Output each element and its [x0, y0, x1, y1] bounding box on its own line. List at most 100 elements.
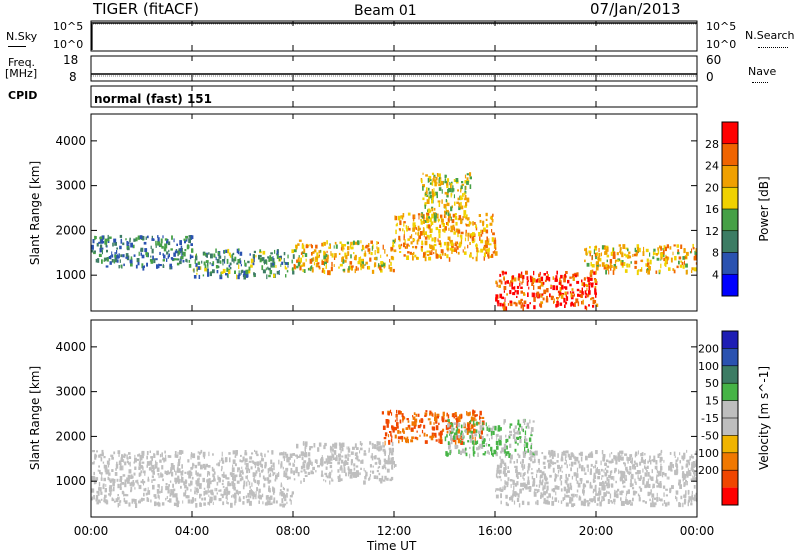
- heatmap-cell: [426, 250, 430, 253]
- heatmap-cell: [453, 432, 455, 436]
- heatmap-cell: [206, 268, 208, 273]
- heatmap-cell: [576, 467, 579, 473]
- heatmap-cell: [511, 287, 515, 290]
- heatmap-cell: [429, 413, 431, 416]
- heatmap-cell: [374, 251, 376, 255]
- heatmap-cell: [255, 491, 257, 496]
- heatmap-cell: [187, 499, 190, 504]
- heatmap-cell: [469, 254, 472, 258]
- heatmap-cell: [606, 490, 608, 494]
- heatmap-cell: [614, 467, 617, 472]
- heatmap-cell: [692, 475, 694, 479]
- heatmap-cell: [269, 479, 272, 483]
- heatmap-cell: [265, 495, 268, 500]
- heatmap-cell: [179, 240, 182, 246]
- heatmap-cell: [411, 234, 413, 239]
- heatmap-cell: [612, 254, 616, 259]
- heatmap-cell: [229, 262, 232, 266]
- heatmap-cell: [198, 451, 201, 455]
- heatmap-cell: [143, 265, 145, 268]
- heatmap-cell: [176, 243, 178, 246]
- heatmap-cell: [460, 231, 464, 235]
- heatmap-cell: [384, 432, 388, 437]
- heatmap-cell: [611, 483, 614, 488]
- heatmap-cell: [293, 478, 296, 481]
- heatmap-cell: [619, 247, 622, 251]
- heatmap-cell: [325, 458, 328, 463]
- y-tick-label: 2000: [55, 223, 86, 237]
- heatmap-cell: [470, 233, 473, 237]
- heatmap-cell: [134, 466, 137, 470]
- heatmap-cell: [424, 202, 427, 207]
- heatmap-cell: [229, 255, 232, 258]
- heatmap-cell: [503, 443, 507, 449]
- heatmap-cell: [504, 271, 507, 275]
- heatmap-cell: [527, 448, 529, 453]
- velocity-colorbar-label: Velocity [m s^-1]: [757, 366, 771, 470]
- colorbar-segment: [722, 331, 738, 349]
- heatmap-cell: [528, 286, 530, 290]
- heatmap-cell: [204, 264, 207, 269]
- freq-label: Freq.: [8, 56, 36, 69]
- heatmap-cell: [237, 250, 240, 255]
- heatmap-cell: [195, 480, 198, 485]
- heatmap-cell: [663, 257, 666, 262]
- heatmap-cell: [199, 494, 201, 499]
- heatmap-cell: [450, 225, 454, 229]
- heatmap-cell: [485, 443, 488, 447]
- heatmap-cell: [208, 451, 210, 457]
- heatmap-cell: [469, 435, 471, 439]
- x-tick-label: 20:00: [579, 524, 614, 538]
- heatmap-cell: [252, 261, 255, 266]
- heatmap-cell: [250, 466, 253, 470]
- heatmap-cell: [653, 252, 656, 255]
- heatmap-cell: [670, 257, 673, 263]
- heatmap-cell: [694, 250, 697, 255]
- heatmap-cell: [496, 300, 500, 304]
- heatmap-cell: [209, 262, 211, 265]
- heatmap-cell: [564, 273, 567, 279]
- heatmap-cell: [141, 461, 145, 464]
- heatmap-cell: [450, 440, 453, 445]
- heatmap-cell: [95, 258, 98, 263]
- heatmap-cell: [509, 443, 512, 448]
- heatmap-cell: [695, 248, 697, 253]
- heatmap-cell: [166, 258, 168, 262]
- heatmap-cell: [126, 460, 129, 464]
- heatmap-cell: [433, 213, 435, 217]
- heatmap-cell: [159, 243, 163, 248]
- heatmap-cell: [464, 246, 466, 250]
- heatmap-cell: [481, 416, 485, 419]
- heatmap-cell: [326, 461, 329, 465]
- heatmap-cell: [264, 453, 266, 458]
- heatmap-cell: [559, 475, 563, 479]
- heatmap-cell: [688, 495, 690, 500]
- heatmap-cell: [101, 247, 104, 250]
- heatmap-cell: [430, 221, 434, 225]
- heatmap-cell: [484, 240, 488, 245]
- heatmap-cell: [270, 252, 273, 255]
- heatmap-cell: [168, 489, 170, 494]
- heatmap-cell: [146, 451, 149, 456]
- heatmap-cell: [329, 480, 331, 485]
- heatmap-cell: [234, 501, 236, 506]
- heatmap-cell: [307, 471, 311, 475]
- heatmap-cell: [560, 274, 563, 279]
- heatmap-cell: [590, 261, 592, 267]
- heatmap-cell: [242, 485, 245, 490]
- heatmap-cell: [466, 197, 470, 203]
- heatmap-cell: [551, 488, 555, 492]
- heatmap-cell: [126, 241, 129, 246]
- heatmap-cell: [583, 467, 586, 472]
- heatmap-cell: [449, 182, 451, 186]
- heatmap-cell: [195, 263, 198, 268]
- heatmap-cell: [663, 253, 665, 257]
- heatmap-cell: [249, 495, 252, 499]
- heatmap-cell: [255, 450, 258, 455]
- heatmap-cell: [542, 297, 545, 301]
- heatmap-cell: [681, 455, 684, 460]
- heatmap-cell: [315, 244, 318, 249]
- heatmap-cell: [461, 197, 464, 200]
- heatmap-cell: [656, 474, 660, 477]
- heatmap-cell: [173, 502, 177, 506]
